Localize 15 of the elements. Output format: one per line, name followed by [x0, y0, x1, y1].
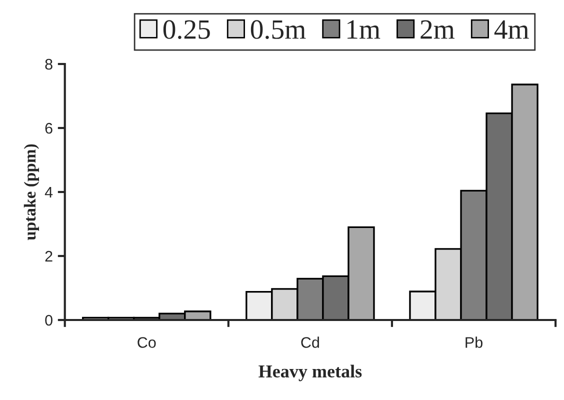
legend-label: 0.25 [163, 20, 210, 40]
x-axis-title: Heavy metals [258, 364, 362, 382]
y-tick-label: 4 [44, 187, 53, 198]
legend-label: 0.5m [250, 20, 306, 40]
y-tick-label: 2 [45, 250, 52, 262]
legend-label: 2m [420, 20, 455, 39]
legend-label: 1m [348, 20, 380, 39]
x-tick-label: Cd [301, 336, 319, 348]
y-tick-label: 6 [45, 122, 52, 134]
x-tick-label: Pb [466, 336, 482, 348]
y-axis-title: uptake (ppm) [24, 144, 40, 240]
legend-label: 4m [494, 20, 529, 39]
y-tick-label: 0 [45, 314, 52, 326]
x-tick-label: Co [138, 337, 156, 348]
y-tick-label: 8 [45, 58, 52, 70]
